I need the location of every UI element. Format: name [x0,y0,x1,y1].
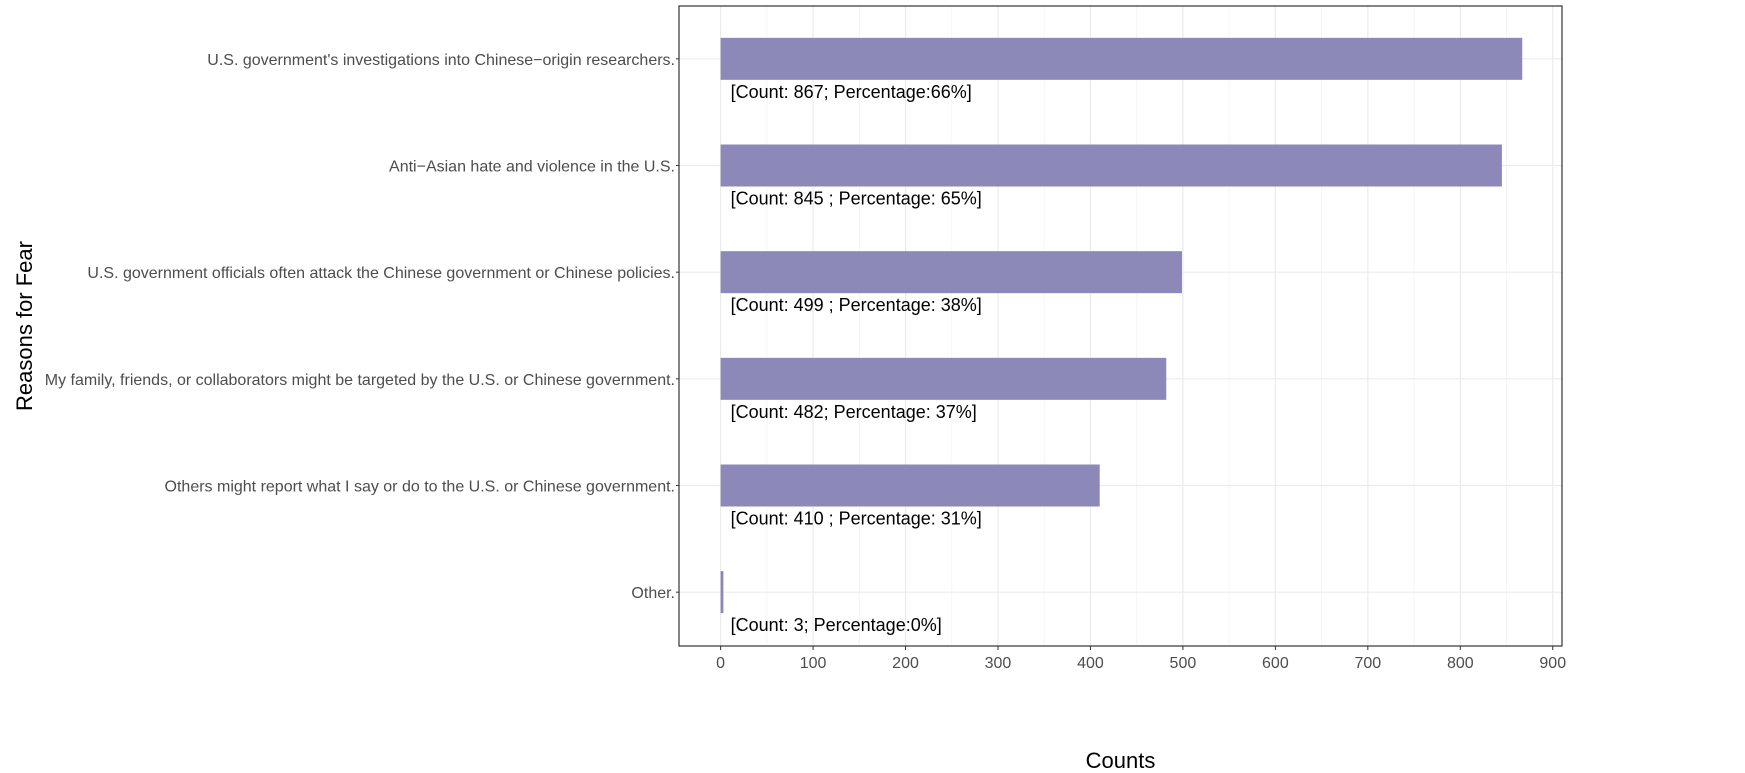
x-axis-title: Counts [1086,748,1156,773]
x-tick-label: 0 [716,655,725,672]
x-tick-labels: 0 100 200 300 400 500 600 700 800 900 [716,646,1566,672]
category-label: U.S. government's investigations into Ch… [207,52,675,69]
bar-data-label: [Count: 3; Percentage:0%] [731,615,942,635]
bar-data-label: [Count: 845 ; Percentage: 65%] [731,189,982,209]
x-tick-label: 900 [1539,655,1566,672]
panel-border [678,5,1563,647]
category-label: Other. [631,585,675,602]
bar-data-label: [Count: 482; Percentage: 37%] [731,402,977,422]
bar-data-label: [Count: 499 ; Percentage: 38%] [731,295,982,315]
x-tick-label: 600 [1262,655,1289,672]
x-tick-label: 100 [800,655,827,672]
category-label: Others might report what I say or do to … [165,479,675,496]
category-label: U.S. government officials often attack t… [87,265,675,282]
category-labels: U.S. government's investigations into Ch… [45,52,679,602]
bar [720,37,1523,80]
bars [720,37,1523,614]
category-label: Anti−Asian hate and violence in the U.S. [389,159,675,176]
x-tick-label: 500 [1170,655,1197,672]
grid-lines [679,6,1562,646]
bar [720,571,724,614]
category-label: My family, friends, or collaborators mig… [45,372,675,389]
x-tick-label: 300 [985,655,1012,672]
bar [720,251,1182,294]
bar [720,464,1100,507]
x-tick-label: 800 [1447,655,1474,672]
x-tick-label: 400 [1077,655,1104,672]
bar-data-label: [Count: 867; Percentage:66%] [731,82,972,102]
bar-data-label: [Count: 410 ; Percentage: 31%] [731,509,982,529]
y-axis-title: Reasons for Fear [12,241,37,411]
data-labels: [Count: 867; Percentage:66%] [Count: 845 … [731,82,982,635]
bar [720,144,1502,187]
bar [720,357,1167,400]
x-tick-label: 200 [892,655,919,672]
x-tick-label: 700 [1354,655,1381,672]
